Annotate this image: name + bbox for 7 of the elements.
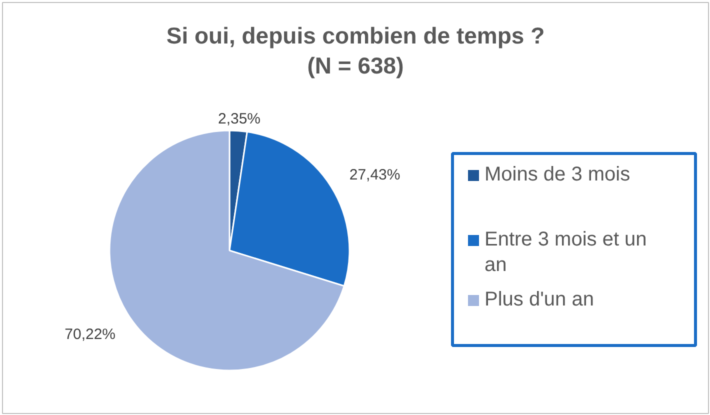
legend-label: Entre 3 mois et un an xyxy=(484,228,647,276)
legend-label: Plus d'un an xyxy=(484,288,594,310)
chart-title: Si oui, depuis combien de temps ? (N = 638) xyxy=(166,22,545,78)
data-label: 70,22% xyxy=(64,326,116,344)
data-label: 2,35% xyxy=(218,110,261,128)
legend-label: Moins de 3 mois xyxy=(484,164,630,186)
data-label: 27,43% xyxy=(349,166,400,184)
